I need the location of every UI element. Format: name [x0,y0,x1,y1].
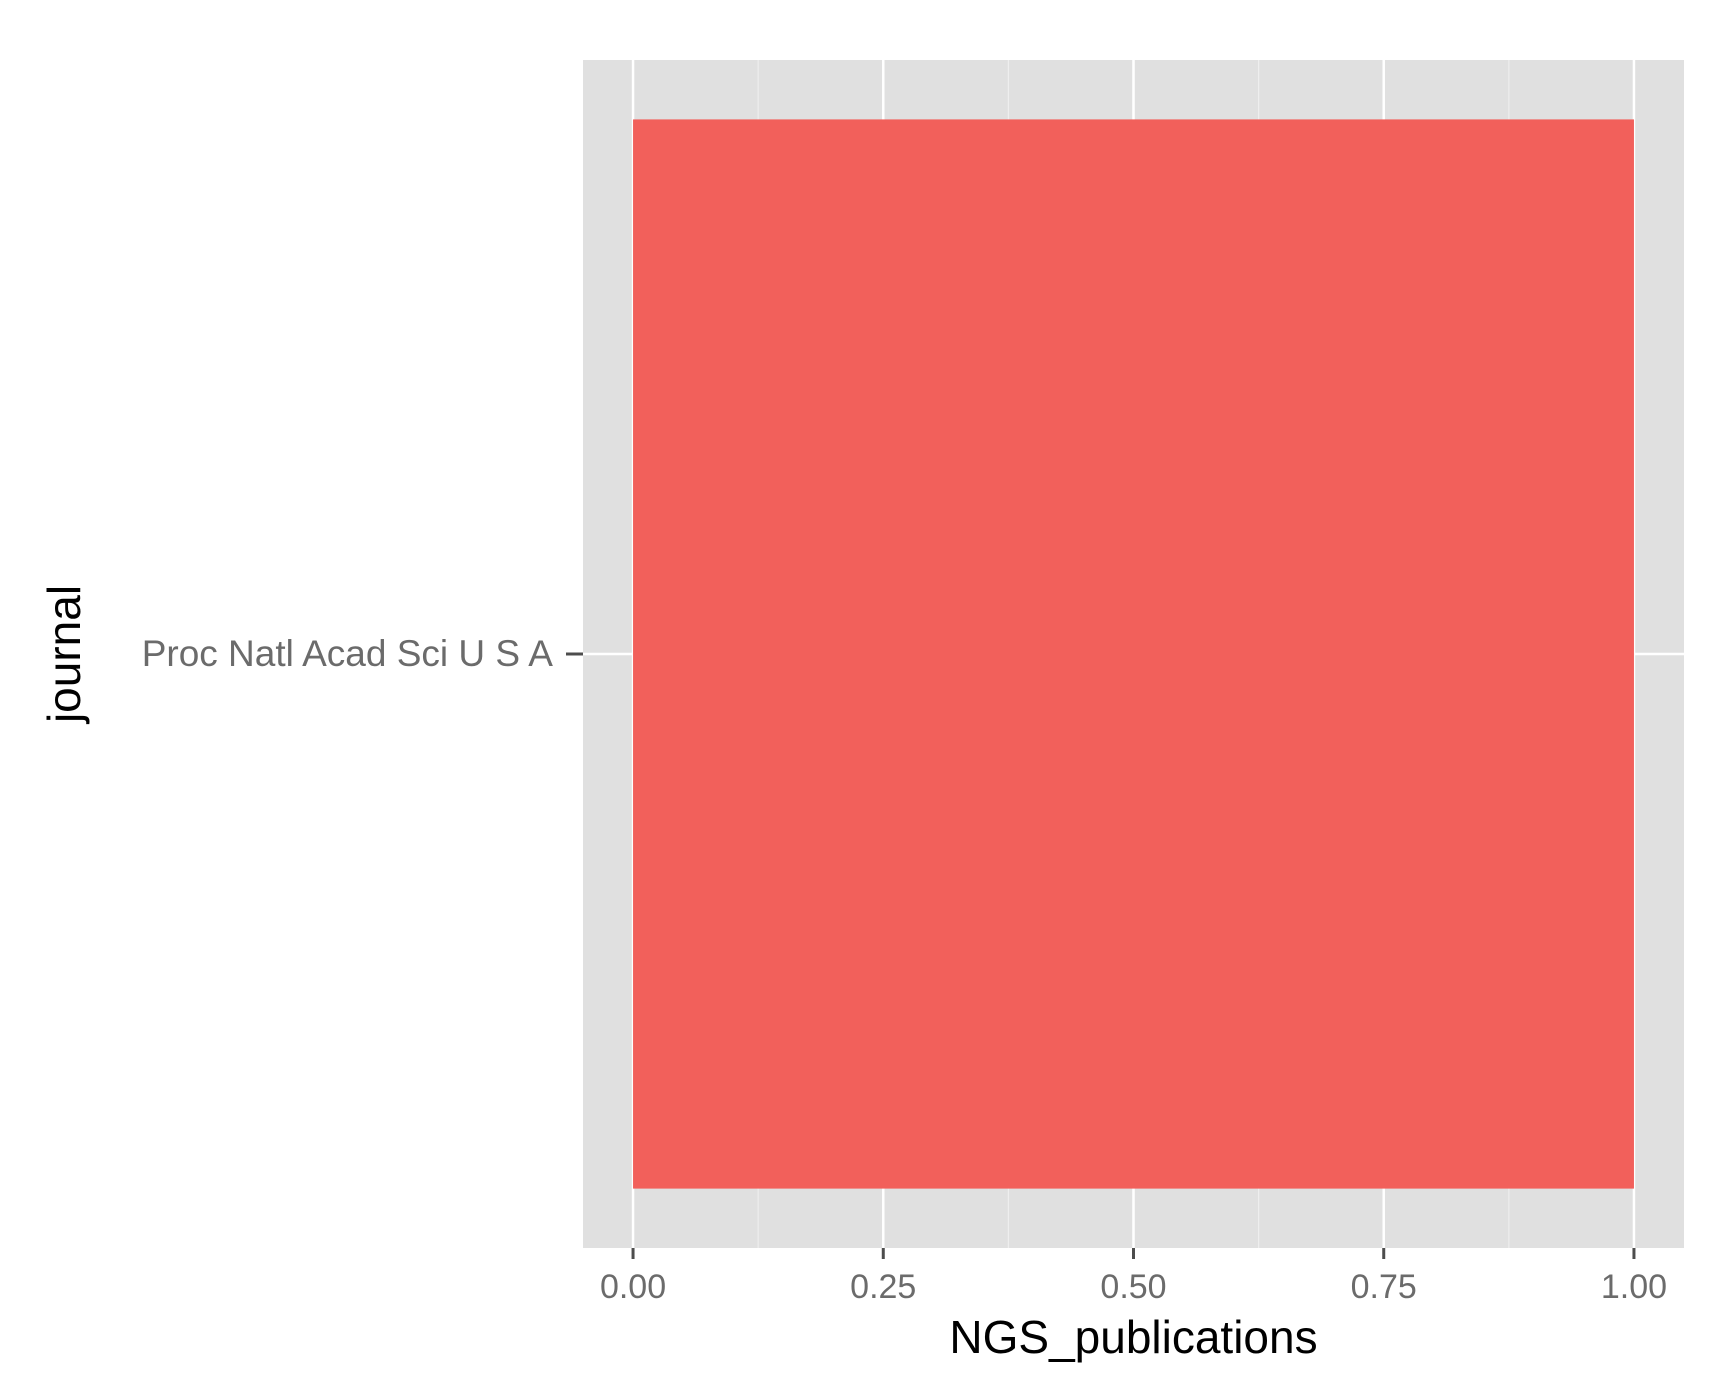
x-axis: 0.00 0.25 0.50 0.75 1.00 [600,1248,1667,1306]
x-tick-label: 0.50 [1100,1268,1166,1306]
y-tick-label: Proc Natl Acad Sci U S A [142,633,554,674]
x-tick-label: 0.00 [600,1268,666,1306]
bar [633,119,1634,1189]
y-axis: Proc Natl Acad Sci U S A [142,633,583,674]
x-tick-label: 1.00 [1601,1268,1667,1306]
bars-group [633,119,1634,1189]
y-axis-title: journal [38,585,90,725]
x-tick-label: 0.25 [850,1268,916,1306]
x-tick-label: 0.75 [1351,1268,1417,1306]
x-axis-title: NGS_publications [949,1311,1317,1363]
